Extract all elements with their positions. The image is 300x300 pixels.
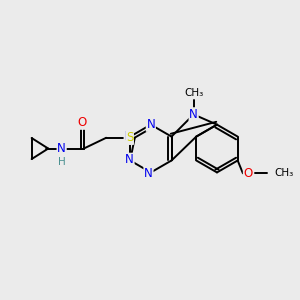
Text: N: N [146, 118, 155, 131]
Text: S: S [126, 131, 133, 144]
Text: N: N [124, 130, 133, 143]
Text: N: N [125, 153, 134, 167]
Text: O: O [78, 116, 87, 129]
Text: N: N [57, 142, 66, 155]
Text: N: N [144, 167, 153, 179]
Text: CH₃: CH₃ [184, 88, 203, 98]
Text: H: H [58, 157, 65, 167]
Text: N: N [189, 108, 198, 121]
Text: CH₃: CH₃ [275, 168, 294, 178]
Text: O: O [244, 167, 253, 180]
